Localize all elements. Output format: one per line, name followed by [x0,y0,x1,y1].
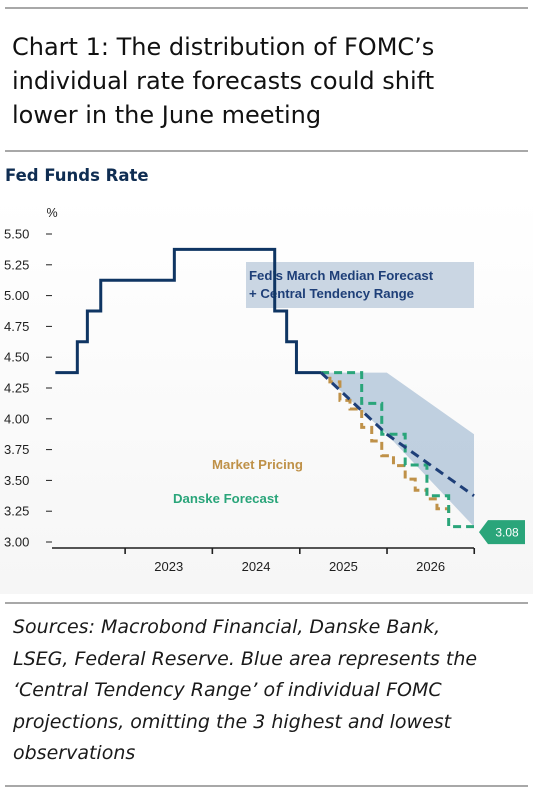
central-tendency-band [321,372,474,527]
source-line-5: observations [13,742,136,764]
y-tick-label: 5.00 [4,288,29,303]
y-tick-label: 5.50 [4,227,29,242]
source-note: Sources: Macrobond Financial, Danske Ban… [13,612,525,770]
source-line-4: projections, omitting the 3 highest and … [13,710,452,733]
fed-forecast-legend-box [246,262,474,308]
chart-title-line-2: individual rate forecasts could shift [12,67,435,95]
fed-funds-rate-line [55,247,322,375]
x-tick-label: 2026 [416,559,445,574]
chart-title: Chart 1: The distribution of FOMC’s indi… [12,30,522,132]
top-divider [5,7,528,9]
chart-title-line-1: Chart 1: The distribution of FOMC’s [12,33,435,61]
end-value-label: 3.08 [495,526,519,540]
fed-forecast-label: + Central Tendency Range [249,286,414,301]
y-axis-ticks: 5.50 5.25 5.00 4.75 4.50 4.25 4.00 3.75 3.50 3.25… [4,227,52,550]
y-tick-label: 3.50 [4,473,29,488]
y-tick-label: 3.00 [4,535,29,550]
fed-forecast-label: Fed's March Median Forecast [249,268,434,283]
market-pricing-label: Market Pricing [212,457,303,472]
danske-forecast-label: Danske Forecast [173,491,279,506]
y-tick-label: 4.75 [4,319,29,334]
series-layer [55,247,475,529]
panel-title: Fed Funds Rate [5,166,149,185]
fed-median-forecast-line [320,371,475,498]
source-line-1: Sources: Macrobond Financial, Danske Ban… [13,616,441,638]
y-tick-label: 4.25 [4,381,29,396]
y-tick-label: 3.25 [4,504,29,519]
source-line-2: LSEG, Federal Reserve. Blue area represe… [13,647,478,670]
x-tick-label: 2024 [242,559,271,574]
y-axis-unit: % [46,206,57,220]
x-tick-label: 2023 [154,559,183,574]
source-divider [5,602,528,604]
end-value-tag [479,520,525,545]
y-tick-label: 3.75 [4,442,29,457]
chart-title-line-3: lower in the June meeting [12,101,322,129]
y-tick-label: 4.00 [4,411,29,426]
y-tick-label: 4.50 [4,350,29,365]
annotation-layer: Market Pricing Danske Forecast 3.08 [173,457,525,545]
x-tick-label: 2025 [329,559,358,574]
danske-forecast-line [321,371,474,529]
source-line-3: ‘Central Tendency Range’ of individual F… [13,679,442,701]
fed-forecast-legend: Fed's March Median Forecast + Central Ten… [246,262,474,308]
central-tendency-band-layer [321,372,474,527]
y-tick-label: 5.25 [4,257,29,272]
market-pricing-line [321,371,451,515]
title-divider [5,150,528,152]
x-axis: 2023 2024 2025 2026 [52,547,476,574]
bottom-divider [5,785,528,787]
